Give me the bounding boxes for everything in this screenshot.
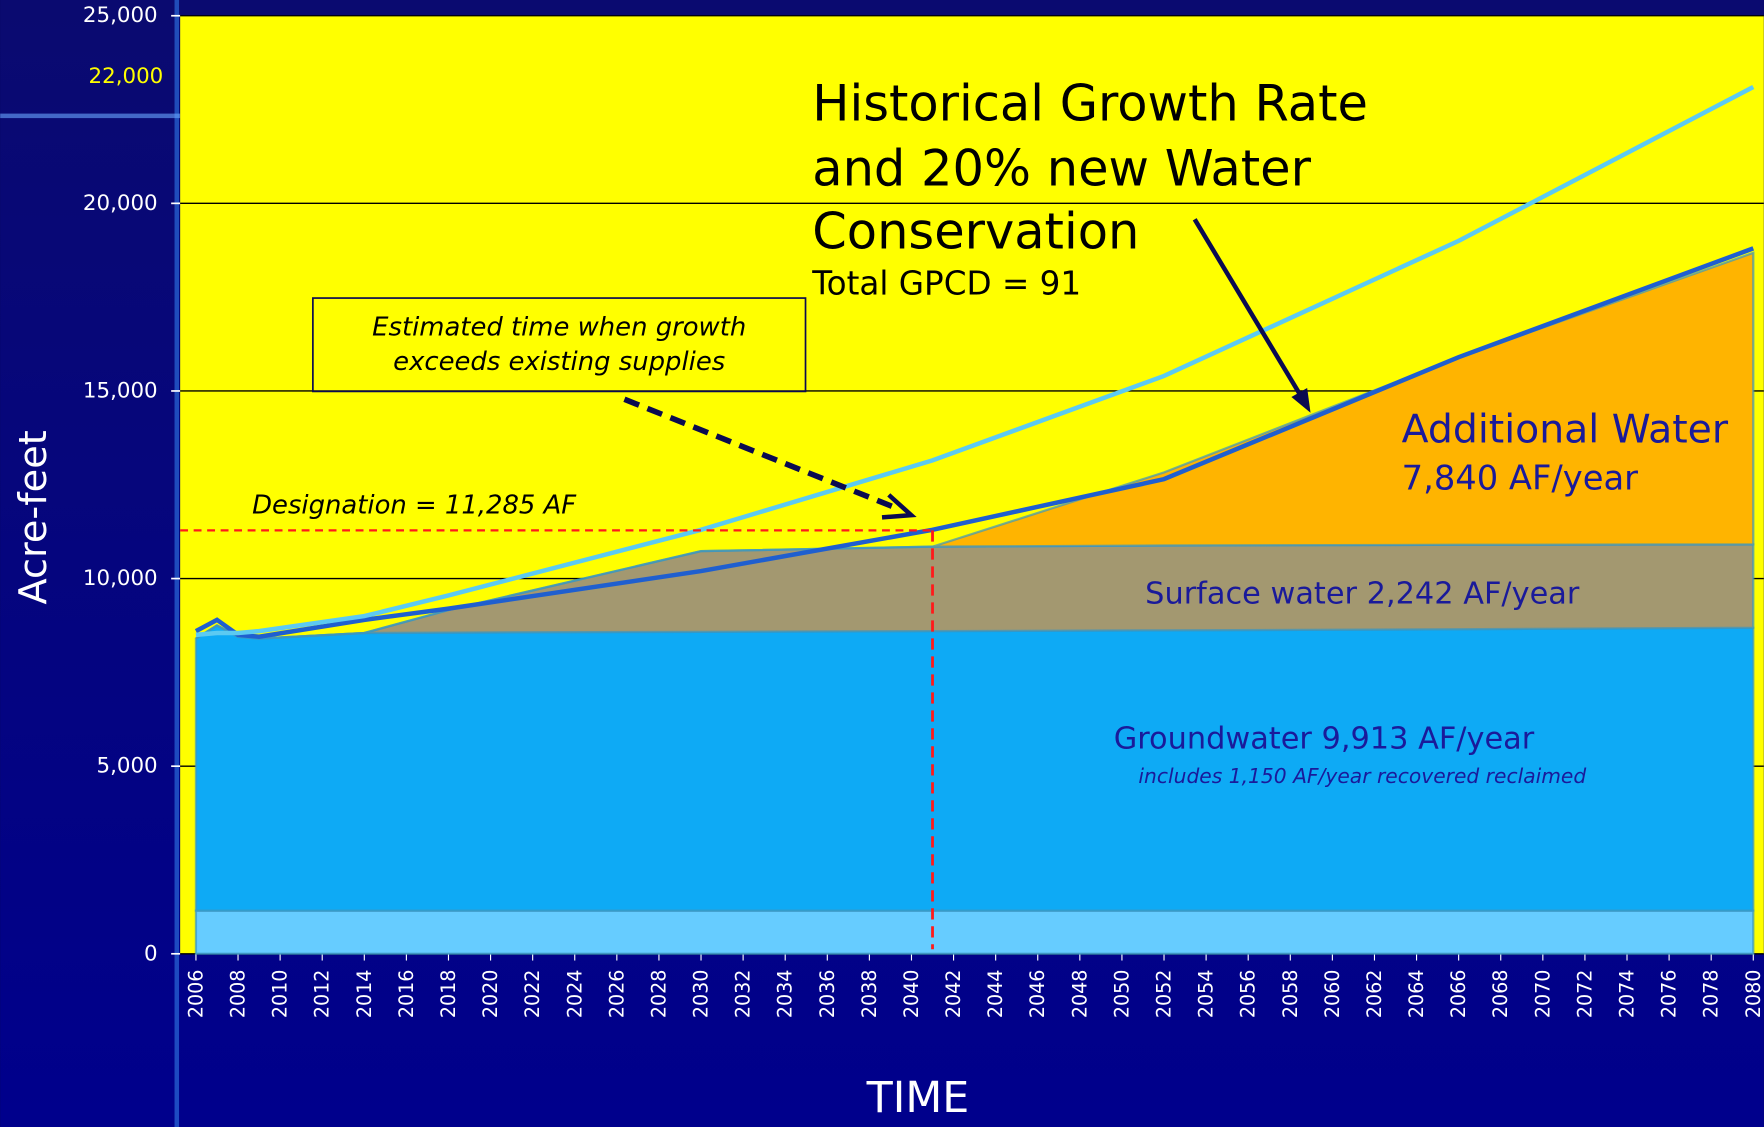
x-tick-label: 2070	[1531, 970, 1554, 1019]
x-tick-label: 2054	[1195, 970, 1218, 1019]
surface-label: Surface water 2,242 AF/year	[1145, 576, 1580, 611]
x-tick-label: 2048	[1068, 970, 1091, 1019]
marker-label: 22,000	[89, 64, 164, 89]
x-tick-label: 2080	[1742, 970, 1764, 1019]
estimate-line: exceeds existing supplies	[393, 347, 725, 377]
area	[194, 909, 1755, 955]
y-tick-label: 10,000	[83, 566, 158, 591]
x-tick-label: 2066	[1447, 970, 1470, 1019]
annotations: Historical Growth Rate and 20% new Water…	[12, 64, 1729, 1123]
designation-label: Designation = 11,285 AF	[252, 491, 577, 521]
x-tick-label: 2076	[1658, 970, 1681, 1019]
plot: 0 5,000 10,000 15,000 20,000 25,000 2006 2008 20…	[83, 3, 1764, 1018]
x-tick-label: 2008	[227, 970, 250, 1019]
y-tick-label: 25,000	[83, 3, 158, 28]
x-tick-label: 2016	[395, 970, 418, 1019]
x-tick-label: 2036	[816, 970, 839, 1019]
arrowhead	[1291, 388, 1311, 413]
estimate-box	[312, 297, 807, 393]
x-tick-label: 2056	[1237, 970, 1260, 1019]
x-tick-label: 2038	[858, 970, 881, 1019]
estimate-line: Estimated time when growth	[372, 312, 746, 342]
x-tick-label: 2058	[1279, 970, 1302, 1019]
x-tick-label: 2010	[269, 970, 292, 1019]
edge-glow	[174, 0, 180, 1127]
x-tick-label: 2040	[900, 970, 923, 1019]
x-tick-label: 2024	[563, 970, 586, 1019]
x-tick-label: 2060	[1321, 970, 1344, 1019]
scenario-line: and 20% new Water	[812, 140, 1311, 198]
x-tick-label: 2046	[1026, 970, 1049, 1019]
x-tick-label: 2034	[774, 970, 797, 1019]
x-tick-label: 2022	[521, 970, 544, 1019]
area	[195, 251, 1755, 640]
x-tick-label: 2050	[1110, 970, 1133, 1019]
edge-glow	[0, 113, 181, 119]
y-tick-label: 20,000	[83, 191, 158, 216]
x-tick-label: 2018	[437, 970, 460, 1019]
x-tick-label: 2068	[1489, 970, 1512, 1019]
x-tick-label: 2064	[1405, 970, 1428, 1019]
additional-label: 7,840 AF/year	[1402, 459, 1639, 498]
x-tick-label: 2012	[311, 970, 334, 1019]
x-tick-label: 2026	[605, 970, 628, 1019]
x-tick-label: 2078	[1700, 970, 1723, 1019]
y-axis-label: Acre-feet	[12, 430, 56, 604]
x-tick-label: 2028	[647, 970, 670, 1019]
y-tick-label: 15,000	[83, 378, 158, 403]
groundwater-label: Groundwater 9,913 AF/year	[1114, 721, 1535, 756]
x-tick-label: 2062	[1363, 970, 1386, 1019]
x-tick-label: 2072	[1573, 970, 1596, 1019]
gpcd-label: Total GPCD = 91	[811, 264, 1081, 302]
y-tick-label: 0	[144, 941, 158, 966]
scenario-line: Conservation	[812, 203, 1139, 261]
y-tick-label: 5,000	[97, 754, 158, 779]
x-tick-label: 2042	[942, 970, 965, 1019]
arrowhead	[881, 493, 917, 520]
x-tick-label: 2052	[1153, 970, 1176, 1019]
additional-label: Additional Water	[1402, 407, 1729, 453]
x-tick-label: 2044	[984, 970, 1007, 1019]
x-tick-label: 2074	[1616, 970, 1639, 1019]
x-axis-label: TIME	[866, 1073, 970, 1123]
x-tick-label: 2014	[353, 970, 376, 1019]
scenario-line: Historical Growth Rate	[812, 74, 1368, 132]
arrow	[1192, 218, 1307, 404]
x-tick-label: 2006	[184, 970, 207, 1019]
x-tick-label: 2030	[690, 970, 713, 1019]
x-tick-label: 2032	[732, 970, 755, 1019]
line	[194, 246, 1755, 639]
x-tick-label: 2020	[479, 970, 502, 1019]
reclaimed-label: includes 1,150 AF/year recovered reclaim…	[1138, 764, 1586, 788]
